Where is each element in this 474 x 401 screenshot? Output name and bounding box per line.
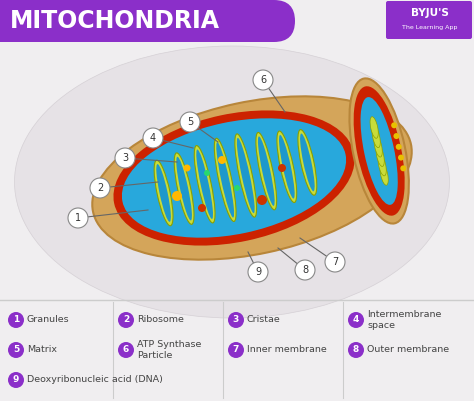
Text: 1: 1 xyxy=(75,213,81,223)
Text: Ribosome: Ribosome xyxy=(137,316,184,324)
Ellipse shape xyxy=(370,117,378,138)
Circle shape xyxy=(348,312,364,328)
Ellipse shape xyxy=(122,118,346,238)
Circle shape xyxy=(325,252,345,272)
Ellipse shape xyxy=(174,153,194,224)
Text: 7: 7 xyxy=(233,346,239,354)
Text: 4: 4 xyxy=(353,316,359,324)
FancyBboxPatch shape xyxy=(0,0,295,42)
Circle shape xyxy=(8,372,24,388)
Text: 3: 3 xyxy=(122,153,128,163)
Circle shape xyxy=(218,156,226,164)
Text: The Learning App: The Learning App xyxy=(402,24,458,30)
Text: Granules: Granules xyxy=(27,316,70,324)
Circle shape xyxy=(295,260,315,280)
Ellipse shape xyxy=(92,96,412,260)
Text: Deoxyribonucleic acid (DNA): Deoxyribonucleic acid (DNA) xyxy=(27,375,163,385)
Ellipse shape xyxy=(237,138,255,213)
Text: 6: 6 xyxy=(123,346,129,354)
Circle shape xyxy=(180,112,200,132)
Ellipse shape xyxy=(376,145,384,166)
Ellipse shape xyxy=(113,110,355,245)
Circle shape xyxy=(228,312,244,328)
Circle shape xyxy=(278,164,286,172)
Text: Outer membrane: Outer membrane xyxy=(367,346,449,354)
Ellipse shape xyxy=(235,134,256,217)
Ellipse shape xyxy=(154,160,173,226)
Ellipse shape xyxy=(300,134,315,191)
Text: 6: 6 xyxy=(260,75,266,85)
Ellipse shape xyxy=(214,138,236,221)
Circle shape xyxy=(393,133,400,139)
Text: ATP Synthase
Particle: ATP Synthase Particle xyxy=(137,340,201,360)
Circle shape xyxy=(8,312,24,328)
Ellipse shape xyxy=(349,78,409,223)
Circle shape xyxy=(234,185,240,191)
Text: 5: 5 xyxy=(13,346,19,354)
Ellipse shape xyxy=(194,146,215,223)
Circle shape xyxy=(257,195,267,205)
Circle shape xyxy=(8,342,24,358)
Circle shape xyxy=(396,144,402,150)
Circle shape xyxy=(348,342,364,358)
Ellipse shape xyxy=(354,86,405,216)
Text: Inner membrane: Inner membrane xyxy=(247,346,327,354)
Circle shape xyxy=(143,128,163,148)
Text: MITOCHONDRIA: MITOCHONDRIA xyxy=(10,9,220,33)
Ellipse shape xyxy=(277,131,297,203)
Text: 7: 7 xyxy=(332,257,338,267)
Text: 9: 9 xyxy=(13,375,19,385)
Circle shape xyxy=(398,154,404,160)
Text: 4: 4 xyxy=(150,133,156,143)
Circle shape xyxy=(253,70,273,90)
Circle shape xyxy=(115,148,135,168)
Text: 2: 2 xyxy=(123,316,129,324)
Text: 1: 1 xyxy=(13,316,19,324)
Ellipse shape xyxy=(256,132,277,210)
Circle shape xyxy=(118,342,134,358)
Text: 8: 8 xyxy=(353,346,359,354)
Circle shape xyxy=(198,204,206,212)
Circle shape xyxy=(204,170,210,176)
Ellipse shape xyxy=(298,130,317,195)
Text: BYJU'S: BYJU'S xyxy=(411,8,449,18)
Text: Cristae: Cristae xyxy=(247,316,281,324)
FancyBboxPatch shape xyxy=(386,1,472,39)
Text: 8: 8 xyxy=(302,265,308,275)
Ellipse shape xyxy=(279,135,295,198)
Text: Intermembrane
space: Intermembrane space xyxy=(367,310,441,330)
Circle shape xyxy=(248,262,268,282)
Circle shape xyxy=(90,178,110,198)
Text: 9: 9 xyxy=(255,267,261,277)
Ellipse shape xyxy=(15,46,449,318)
Text: 2: 2 xyxy=(97,183,103,193)
Ellipse shape xyxy=(176,157,192,221)
Ellipse shape xyxy=(196,150,213,219)
Ellipse shape xyxy=(361,97,398,205)
Ellipse shape xyxy=(374,136,382,157)
Text: 5: 5 xyxy=(187,117,193,127)
Circle shape xyxy=(401,165,406,171)
Circle shape xyxy=(68,208,88,228)
Ellipse shape xyxy=(156,164,171,222)
Circle shape xyxy=(228,342,244,358)
Text: 3: 3 xyxy=(233,316,239,324)
Circle shape xyxy=(172,191,182,201)
Ellipse shape xyxy=(372,126,380,148)
Ellipse shape xyxy=(216,142,234,217)
Ellipse shape xyxy=(258,136,274,206)
FancyBboxPatch shape xyxy=(0,0,150,42)
Text: Matrix: Matrix xyxy=(27,346,57,354)
Ellipse shape xyxy=(380,164,388,185)
Circle shape xyxy=(391,122,397,128)
Circle shape xyxy=(183,164,191,172)
Circle shape xyxy=(118,312,134,328)
Ellipse shape xyxy=(378,154,386,176)
